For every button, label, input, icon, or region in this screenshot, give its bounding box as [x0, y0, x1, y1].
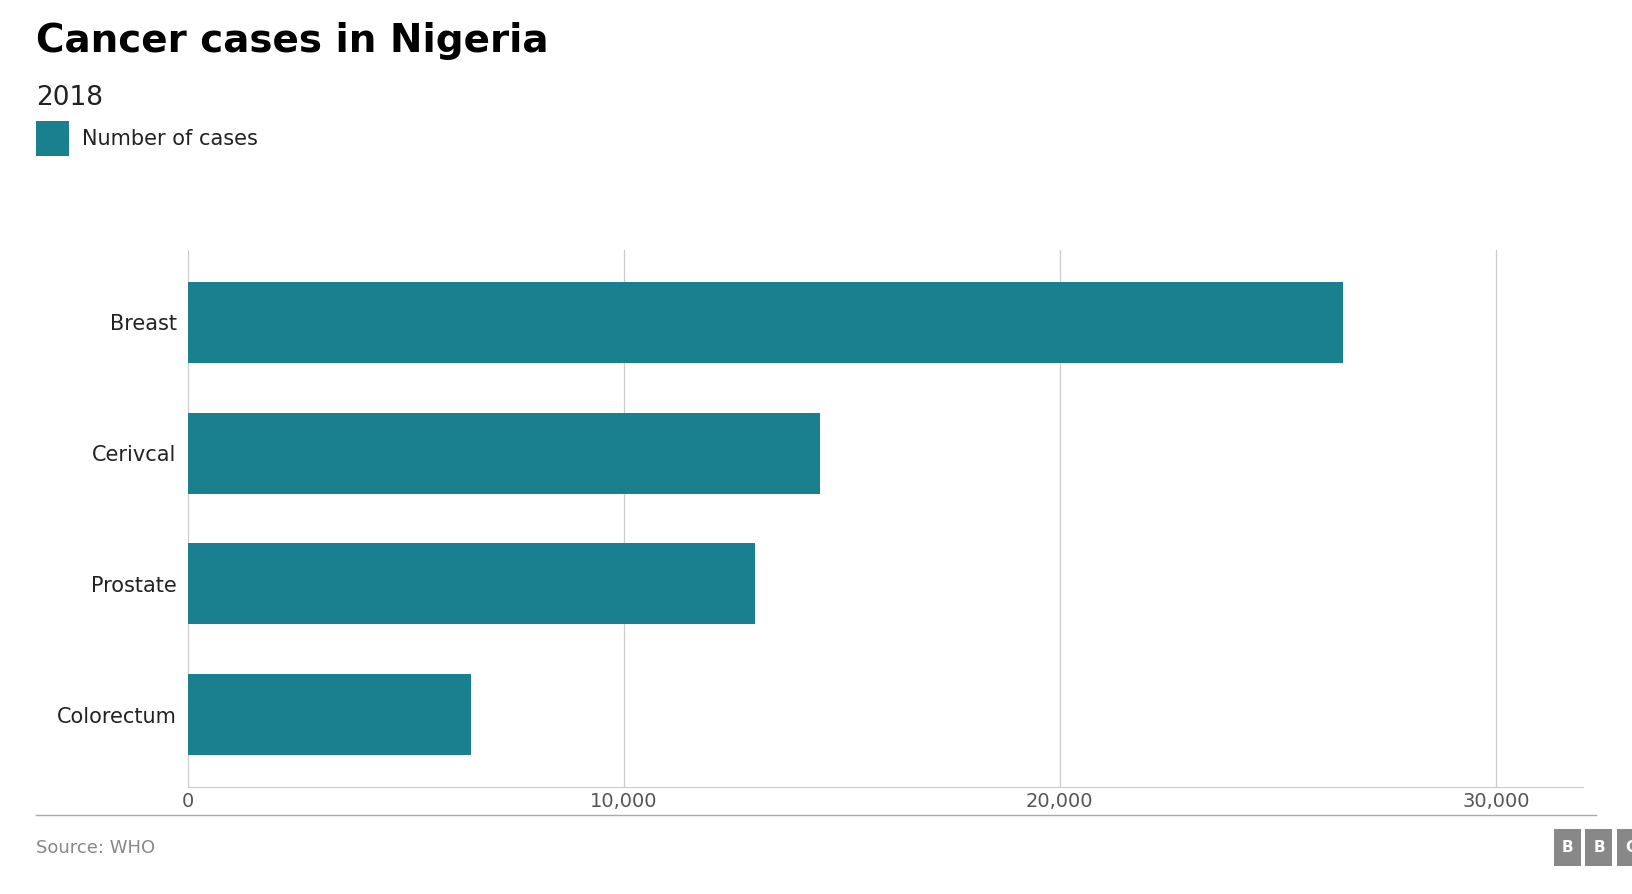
Bar — [188, 674, 472, 755]
Bar — [188, 282, 1343, 363]
Text: B: B — [1593, 840, 1604, 855]
Text: C: C — [1625, 840, 1632, 855]
Text: 2018: 2018 — [36, 85, 103, 111]
Text: Cancer cases in Nigeria: Cancer cases in Nigeria — [36, 22, 548, 61]
Bar — [188, 412, 819, 493]
Bar — [188, 544, 754, 625]
Text: Number of cases: Number of cases — [82, 129, 258, 148]
Text: B: B — [1562, 840, 1573, 855]
Text: Source: WHO: Source: WHO — [36, 839, 155, 856]
